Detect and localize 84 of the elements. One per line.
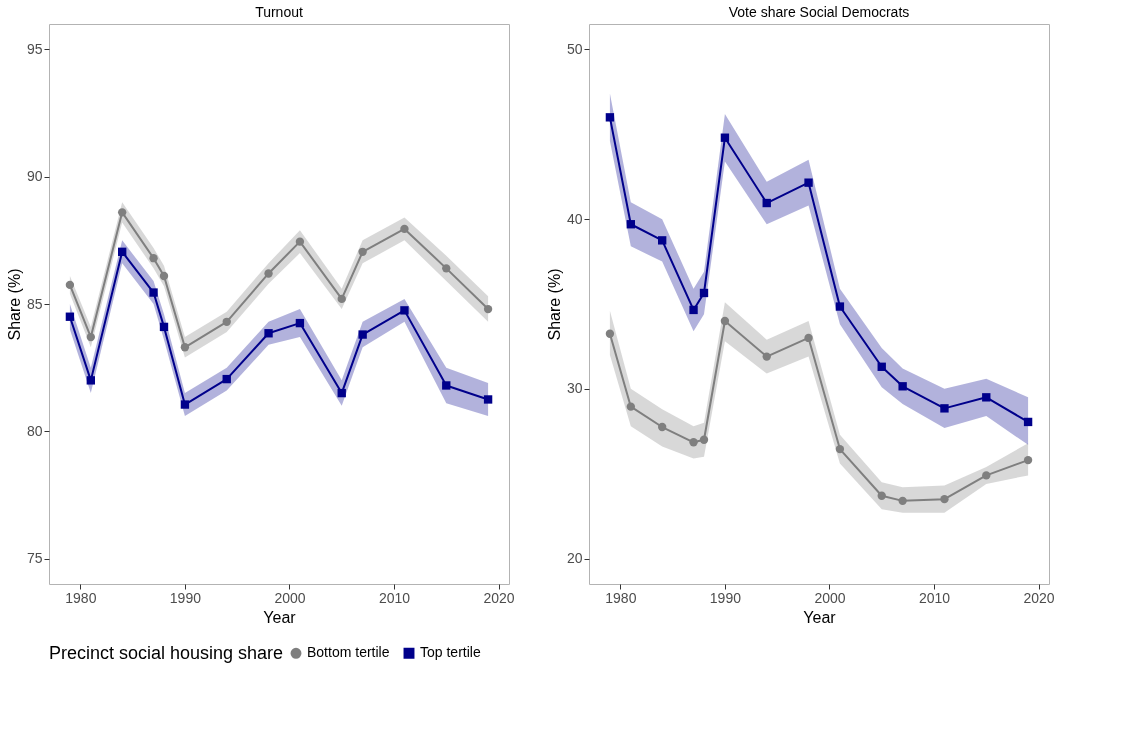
x-axis-title: Year bbox=[263, 608, 297, 626]
x-tick-label: 2010 bbox=[378, 589, 411, 606]
point bbox=[626, 220, 635, 229]
point bbox=[118, 247, 127, 256]
point bbox=[442, 381, 451, 390]
chart-title: Vote share Social Democrats bbox=[728, 4, 910, 20]
point bbox=[222, 374, 231, 384]
point bbox=[720, 133, 730, 142]
point bbox=[626, 402, 635, 411]
y-tick-label: 85 bbox=[26, 295, 43, 312]
point bbox=[358, 247, 367, 256]
point bbox=[762, 352, 771, 361]
x-tick-label: 1990 bbox=[709, 589, 742, 606]
point bbox=[86, 332, 95, 342]
point bbox=[982, 393, 991, 402]
point bbox=[982, 471, 991, 480]
y-tick-label: 75 bbox=[26, 550, 43, 567]
point bbox=[940, 404, 949, 413]
x-tick-label: 2000 bbox=[274, 589, 306, 606]
point bbox=[898, 496, 907, 506]
point bbox=[898, 382, 907, 391]
point bbox=[295, 318, 305, 328]
y-tick-label: 90 bbox=[26, 168, 43, 185]
chart-title: Turnout bbox=[255, 4, 303, 20]
y-tick-label: 50 bbox=[566, 40, 583, 57]
point bbox=[159, 271, 169, 281]
point bbox=[835, 302, 845, 311]
point bbox=[159, 322, 169, 332]
point bbox=[605, 113, 615, 122]
point bbox=[1023, 417, 1033, 427]
x-tick-label: 2020 bbox=[1023, 589, 1055, 606]
point bbox=[295, 237, 305, 246]
y-tick-label: 80 bbox=[26, 422, 43, 439]
point bbox=[264, 269, 273, 278]
point bbox=[86, 376, 95, 385]
x-tick-label: 2020 bbox=[483, 589, 515, 606]
point bbox=[180, 343, 190, 352]
y-tick-label: 30 bbox=[566, 380, 583, 397]
point bbox=[804, 333, 813, 343]
point bbox=[940, 494, 949, 504]
point bbox=[65, 280, 75, 290]
point bbox=[605, 329, 615, 338]
y-tick-label: 20 bbox=[566, 550, 583, 567]
x-tick-label: 1980 bbox=[65, 589, 97, 606]
y-axis-title: Share (%) bbox=[545, 268, 563, 341]
point bbox=[877, 362, 886, 371]
point bbox=[118, 208, 127, 217]
y-axis-title: Share (%) bbox=[5, 268, 23, 341]
y-tick-label: 40 bbox=[566, 210, 583, 227]
legend-title: Precinct social housing share bbox=[49, 643, 284, 663]
point bbox=[149, 254, 158, 263]
x-axis-title: Year bbox=[803, 608, 837, 626]
point bbox=[400, 224, 409, 234]
point bbox=[400, 306, 409, 315]
x-tick-label: 1980 bbox=[605, 589, 637, 606]
point bbox=[658, 236, 667, 245]
point bbox=[483, 395, 493, 404]
point bbox=[442, 264, 451, 273]
point bbox=[222, 317, 231, 326]
point bbox=[483, 304, 493, 314]
x-tick-label: 1990 bbox=[169, 589, 202, 606]
point bbox=[65, 312, 75, 321]
point bbox=[658, 422, 667, 432]
point bbox=[358, 330, 367, 339]
point bbox=[877, 491, 886, 500]
y-tick-label: 95 bbox=[26, 40, 43, 57]
point bbox=[720, 316, 730, 326]
point bbox=[762, 198, 771, 208]
legend-label: Top tertile bbox=[420, 644, 481, 661]
legend-label: Bottom tertile bbox=[307, 644, 390, 661]
point bbox=[149, 288, 158, 297]
x-tick-label: 2010 bbox=[918, 589, 951, 606]
point bbox=[835, 444, 845, 454]
point bbox=[1023, 455, 1033, 465]
point bbox=[337, 294, 346, 304]
point bbox=[699, 288, 709, 298]
point bbox=[264, 329, 273, 338]
point bbox=[689, 438, 698, 447]
point bbox=[804, 178, 813, 187]
point bbox=[337, 388, 346, 398]
point bbox=[699, 435, 709, 444]
x-tick-label: 2000 bbox=[814, 589, 846, 606]
point bbox=[180, 400, 190, 409]
point bbox=[689, 305, 698, 315]
